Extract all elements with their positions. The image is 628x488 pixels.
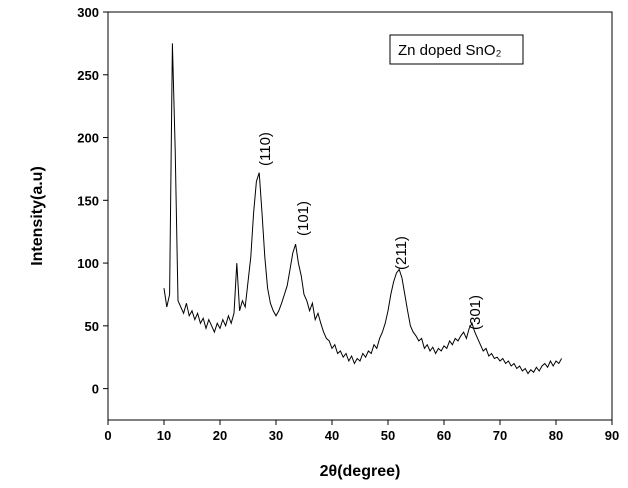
y-tick-label: 50 bbox=[85, 319, 99, 334]
y-axis-label: Intensity(a.u) bbox=[29, 166, 46, 266]
x-tick-label: 30 bbox=[269, 428, 283, 443]
x-tick-label: 50 bbox=[381, 428, 395, 443]
x-tick-label: 80 bbox=[549, 428, 563, 443]
legend-text: Zn doped SnO₂ bbox=[398, 42, 502, 59]
peak-label: (110) bbox=[257, 132, 274, 166]
y-tick-label: 200 bbox=[77, 131, 99, 146]
y-tick-label: 150 bbox=[77, 193, 99, 208]
x-tick-label: 10 bbox=[157, 428, 171, 443]
y-tick-label: 0 bbox=[92, 382, 99, 397]
y-tick-label: 250 bbox=[77, 68, 99, 83]
peak-label: (101) bbox=[295, 201, 312, 236]
x-tick-label: 70 bbox=[493, 428, 507, 443]
x-tick-label: 0 bbox=[104, 428, 111, 443]
x-axis-label: 2θ(degree) bbox=[320, 463, 401, 480]
peak-label: (301) bbox=[467, 295, 484, 330]
x-tick-label: 90 bbox=[605, 428, 619, 443]
x-tick-label: 40 bbox=[325, 428, 339, 443]
data-line bbox=[163, 43, 563, 375]
x-tick-label: 20 bbox=[213, 428, 227, 443]
legend-box bbox=[389, 34, 524, 65]
x-tick-label: 60 bbox=[437, 428, 451, 443]
y-tick-label: 300 bbox=[77, 5, 99, 20]
y-tick-label: 100 bbox=[77, 256, 99, 271]
plot-frame bbox=[107, 11, 613, 421]
peak-label: (211) bbox=[393, 236, 410, 270]
